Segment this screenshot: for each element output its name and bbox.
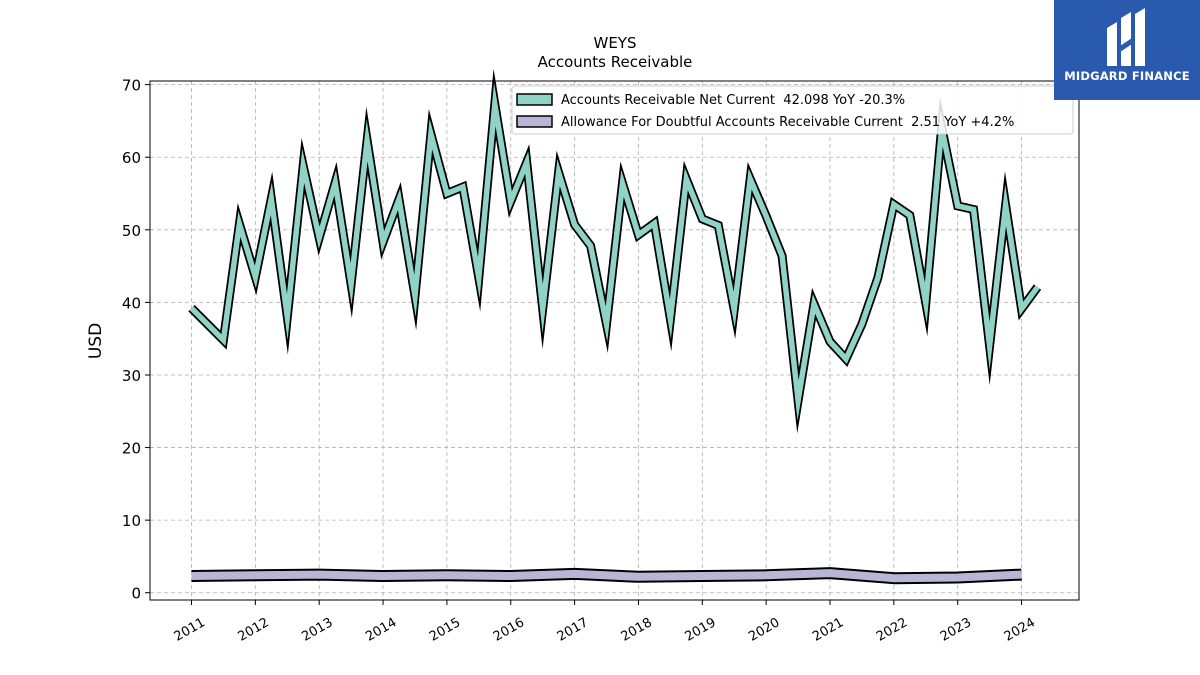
legend-swatch-receivables bbox=[516, 93, 553, 106]
y-axis-label: USD bbox=[86, 323, 106, 359]
x-tick-label: 2013 bbox=[299, 615, 335, 645]
x-tick-label: 2017 bbox=[555, 615, 591, 645]
x-tick-label: 2015 bbox=[427, 615, 463, 645]
y-tick-label: 50 bbox=[122, 222, 141, 240]
y-tick-label: 20 bbox=[122, 440, 141, 458]
y-tick-label: 30 bbox=[122, 367, 141, 385]
y-tick-label: 40 bbox=[122, 294, 141, 312]
y-tick-label: 60 bbox=[122, 149, 141, 167]
y-tick-label: 10 bbox=[122, 512, 141, 530]
x-axis: 2011 2012 2013 2014 2015 2016 2017 2018 2019 2020… bbox=[172, 600, 1038, 645]
x-tick-label: 2024 bbox=[1002, 615, 1038, 645]
brand-logo: MIDGARD FINANCE bbox=[1054, 0, 1200, 100]
y-axis: 0 10 20 30 40 50 60 70 bbox=[122, 77, 150, 603]
series-line-allowance bbox=[191, 569, 1022, 583]
legend-label-receivables: Accounts Receivable Net Current 42.098 Y… bbox=[561, 93, 905, 108]
x-tick-label: 2016 bbox=[491, 615, 527, 645]
series-line-receivables bbox=[189, 82, 1040, 421]
x-tick-label: 2020 bbox=[746, 615, 782, 645]
x-tick-label: 2014 bbox=[363, 615, 399, 645]
legend-swatch-allowance bbox=[516, 115, 553, 128]
x-tick-label: 2022 bbox=[874, 615, 910, 645]
x-tick-label: 2012 bbox=[236, 615, 272, 645]
chart-title: WEYS bbox=[594, 34, 637, 52]
x-tick-label: 2021 bbox=[810, 615, 846, 645]
series-lines bbox=[188, 68, 1042, 585]
y-tick-label: 70 bbox=[122, 77, 141, 95]
legend: Accounts Receivable Net Current 42.098 Y… bbox=[511, 85, 1074, 135]
chart-subtitle: Accounts Receivable bbox=[538, 53, 693, 71]
plot-area-frame bbox=[149, 80, 1080, 601]
brand-logo-icon bbox=[1107, 8, 1145, 66]
x-tick-label: 2019 bbox=[682, 615, 718, 645]
legend-label-allowance: Allowance For Doubtful Accounts Receivab… bbox=[561, 115, 1014, 130]
x-tick-label: 2023 bbox=[938, 615, 974, 645]
x-tick-label: 2011 bbox=[172, 615, 208, 645]
legend-frame bbox=[511, 85, 1074, 135]
x-tick-label: 2018 bbox=[619, 615, 655, 645]
brand-name: MIDGARD FINANCE bbox=[1064, 69, 1190, 83]
y-tick-label: 0 bbox=[131, 585, 141, 603]
